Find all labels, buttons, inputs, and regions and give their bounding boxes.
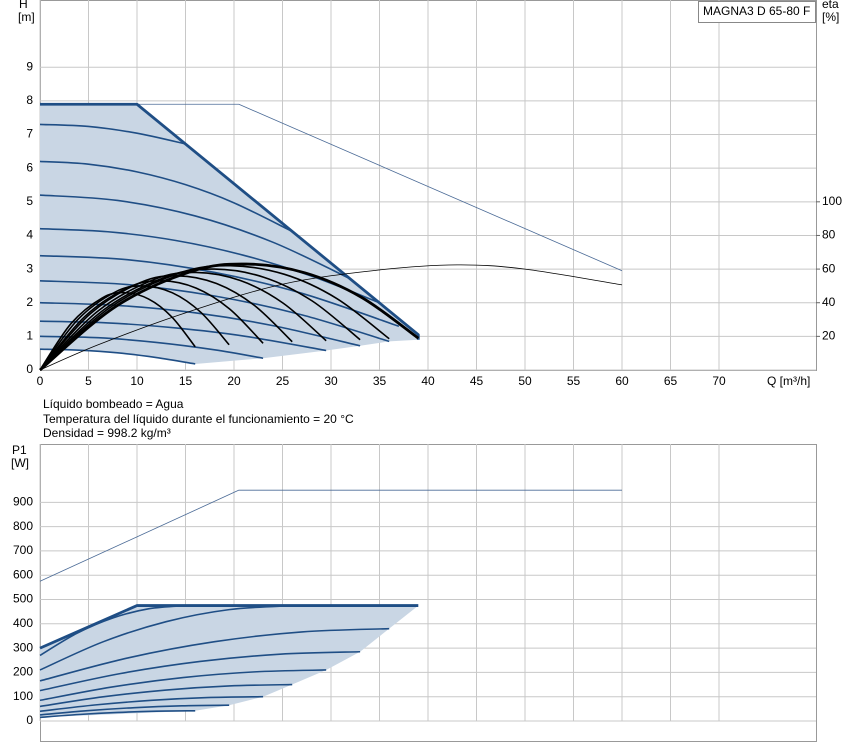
curve bbox=[39, 704, 230, 716]
plot-area bbox=[39, 102, 623, 719]
y2-tick-label: 100 bbox=[822, 194, 842, 208]
curve bbox=[39, 194, 351, 280]
curve bbox=[39, 264, 623, 371]
y-axis-label: P1 bbox=[12, 443, 27, 457]
annotation: Líquido bombeado = Agua bbox=[43, 397, 184, 411]
x-tick-label: 15 bbox=[179, 374, 193, 388]
curve bbox=[39, 627, 390, 682]
y2-tick-label: 20 bbox=[822, 329, 836, 343]
y-tick-label: 0 bbox=[26, 362, 33, 376]
curve bbox=[39, 280, 390, 343]
y-tick-label: 700 bbox=[13, 543, 33, 557]
x-tick-label: 50 bbox=[518, 374, 532, 388]
y-tick-label: 600 bbox=[13, 567, 33, 581]
curve bbox=[39, 650, 361, 692]
curve bbox=[39, 262, 420, 372]
curve bbox=[39, 709, 196, 719]
curve bbox=[39, 301, 361, 347]
y-tick-label: 300 bbox=[13, 640, 33, 654]
x-tick-label: 10 bbox=[130, 374, 144, 388]
y-tick-label: 3 bbox=[26, 261, 33, 275]
curve bbox=[39, 489, 622, 582]
x-tick-label: 20 bbox=[227, 374, 241, 388]
x-tick-label: 70 bbox=[712, 374, 726, 388]
x-tick-label: 65 bbox=[664, 374, 678, 388]
y-tick-label: 8 bbox=[26, 93, 33, 107]
annotation: Temperatura del líquido durante el funci… bbox=[43, 412, 354, 426]
y-tick-label: 1 bbox=[26, 329, 33, 343]
x-tick-label: 45 bbox=[470, 374, 484, 388]
curve bbox=[39, 604, 419, 650]
operating-area bbox=[40, 605, 419, 718]
y2-tick-label: 60 bbox=[822, 261, 836, 275]
curve bbox=[39, 160, 293, 233]
operating-area bbox=[40, 104, 419, 364]
y-axis-label: [m] bbox=[18, 10, 35, 24]
x-tick-label: 25 bbox=[276, 374, 290, 388]
model-label: MAGNA3 D 65-80 F bbox=[703, 4, 810, 18]
y-tick-label: 900 bbox=[13, 494, 33, 508]
x-tick-label: 35 bbox=[373, 374, 387, 388]
curve bbox=[39, 320, 327, 352]
y-tick-label: 5 bbox=[26, 194, 33, 208]
x-tick-label: 55 bbox=[567, 374, 581, 388]
model-box bbox=[698, 1, 816, 23]
curve bbox=[39, 335, 264, 360]
y2-tick-label: 80 bbox=[822, 228, 836, 242]
y-tick-label: 4 bbox=[26, 228, 33, 242]
y2-tick-label: 40 bbox=[822, 295, 836, 309]
y-tick-label: 9 bbox=[26, 59, 33, 73]
y-tick-label: 6 bbox=[26, 160, 33, 174]
annotation: Densidad = 998.2 kg/m³ bbox=[43, 426, 171, 440]
y-tick-label: 2 bbox=[26, 295, 33, 309]
x-tick-label: 40 bbox=[421, 374, 435, 388]
curve bbox=[39, 254, 400, 328]
curve bbox=[39, 271, 327, 371]
curve bbox=[39, 604, 293, 671]
y-tick-label: 200 bbox=[13, 665, 33, 679]
y-axis-label: [W] bbox=[11, 456, 29, 470]
curve bbox=[39, 123, 186, 145]
x-tick-label: 5 bbox=[85, 374, 92, 388]
y-axis-label: H bbox=[19, 0, 28, 11]
curve bbox=[39, 683, 293, 708]
curve bbox=[39, 268, 361, 371]
y-tick-label: 0 bbox=[26, 713, 33, 727]
y-tick-label: 100 bbox=[13, 689, 33, 703]
x-tick-label: 30 bbox=[324, 374, 338, 388]
curve bbox=[39, 695, 264, 713]
x-tick-label: 60 bbox=[615, 374, 629, 388]
curve bbox=[39, 348, 196, 365]
y-tick-label: 400 bbox=[13, 616, 33, 630]
curve bbox=[39, 264, 390, 371]
y-tick-label: 7 bbox=[26, 127, 33, 141]
curve bbox=[39, 604, 186, 657]
y2-axis-label: eta bbox=[822, 0, 839, 11]
y-tick-label: 500 bbox=[13, 592, 33, 606]
y2-axis-label: [%] bbox=[822, 10, 839, 24]
curve bbox=[39, 280, 264, 371]
curve bbox=[39, 669, 327, 702]
y-tick-label: 800 bbox=[13, 519, 33, 533]
x-axis-label: Q [m³/h] bbox=[767, 374, 810, 388]
x-tick-label: 0 bbox=[37, 374, 44, 388]
